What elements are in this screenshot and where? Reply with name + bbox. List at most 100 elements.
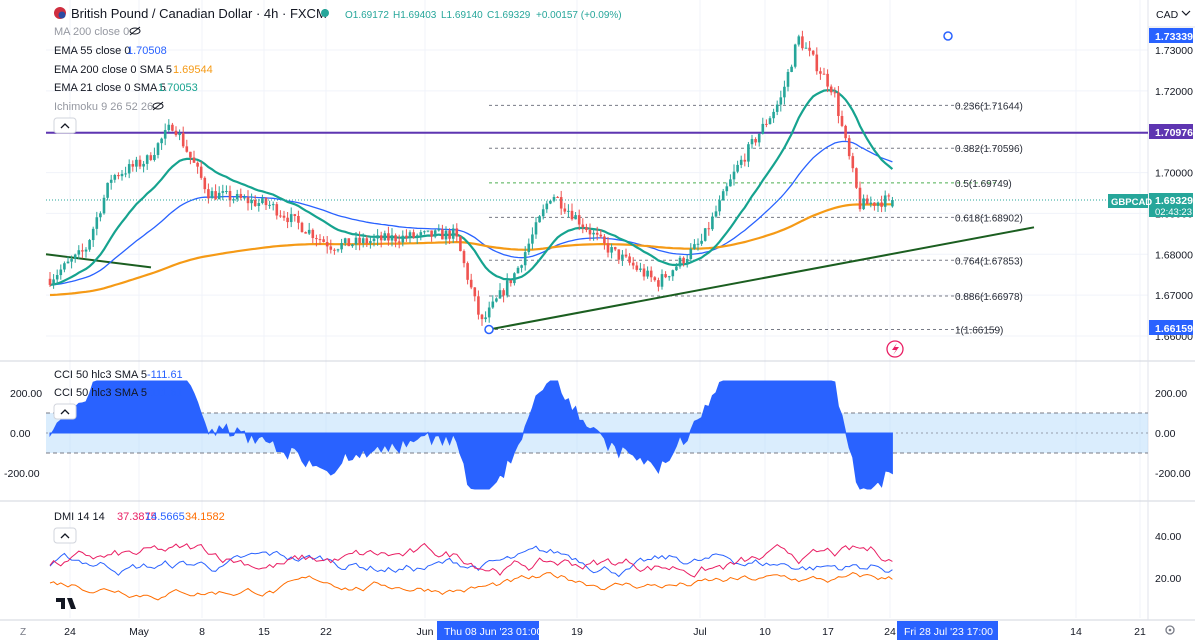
candle-body	[113, 175, 117, 180]
collapse-cci-button[interactable]	[53, 403, 77, 420]
time-tick-label: 21	[1134, 626, 1146, 638]
dmi-minus-value: 14.5665	[145, 511, 185, 523]
chevron-down-icon[interactable]	[1181, 10, 1191, 16]
candle-body	[563, 208, 567, 212]
settings-gear-icon[interactable]	[1165, 625, 1175, 635]
visibility-off-icon[interactable]	[152, 102, 164, 110]
candle-body	[268, 204, 271, 206]
candle-body	[383, 233, 387, 241]
price-axis[interactable]: CAD1.730001.720001.710001.700001.690001.…	[1108, 9, 1193, 343]
candle-body	[646, 270, 649, 277]
candle-body	[876, 202, 880, 206]
candle-body	[700, 240, 703, 244]
candle-body	[297, 216, 300, 223]
candle-body	[570, 210, 574, 220]
time-tick-label: 15	[258, 626, 270, 638]
countdown-timer: 02:43:23	[1155, 207, 1192, 218]
candle-body	[225, 190, 228, 192]
candle-body	[257, 203, 261, 206]
candle-body	[423, 231, 426, 233]
candle-body	[513, 273, 516, 284]
current-price-value: 1.69329	[1155, 195, 1193, 207]
collapse-legend-button[interactable]	[53, 117, 77, 134]
candle-body	[790, 66, 793, 72]
candle-body	[138, 159, 142, 167]
candle-body	[59, 269, 63, 276]
candle-body	[797, 36, 801, 45]
candle-body	[145, 155, 149, 164]
candle-body	[91, 228, 95, 241]
candle-body	[757, 133, 761, 143]
fib-retracement[interactable]: 0.236(1.71644) 0.382(1.70596) 0.5(1.69749)…	[489, 101, 1023, 337]
high-price-tag-text: 1.73339	[1155, 31, 1193, 43]
candle-body	[131, 164, 135, 167]
visibility-off-icon[interactable]	[129, 27, 141, 35]
candle-body	[84, 249, 88, 252]
end-date-text: Fri 28 Jul '23 17:00	[904, 626, 993, 638]
candle-body	[754, 139, 757, 143]
time-axis[interactable]: 24 May 8 15 22 Jun 19 Jul 10 17 24 14 21 Thu 08 Jun '…	[20, 621, 1175, 640]
candle-body	[73, 254, 77, 260]
falling-trendline[interactable]	[45, 253, 152, 269]
candle-body	[729, 179, 732, 187]
time-tick-label: 22	[320, 626, 332, 638]
cci-tick-right: 0.00	[1155, 428, 1176, 440]
candle-body	[549, 200, 552, 204]
candle-body	[487, 307, 491, 318]
dmi-plus-value: 37.3875	[117, 511, 157, 523]
candle-body	[135, 159, 138, 167]
ema-200-line	[49, 203, 893, 297]
trendline-anchor[interactable]	[484, 324, 494, 335]
candle-body	[538, 216, 541, 223]
collapse-dmi-button[interactable]	[53, 527, 77, 544]
candle-body	[862, 198, 865, 210]
candle-body	[156, 143, 160, 155]
candle-body	[891, 199, 894, 207]
drawing-anchor[interactable]	[943, 31, 953, 41]
candle-body	[768, 118, 772, 125]
candle-body	[293, 214, 297, 217]
candle-body	[559, 197, 563, 209]
candle-body	[883, 195, 887, 207]
zoom-icon[interactable]: Z	[20, 627, 26, 638]
rising-trendline[interactable]	[488, 226, 1035, 331]
candle-body	[837, 92, 840, 116]
candle-body	[556, 196, 559, 198]
fib-level-label: 0.886(1.66978)	[955, 292, 1023, 303]
candle-body	[300, 222, 304, 233]
candle-body	[581, 224, 585, 228]
candle-body	[401, 235, 405, 243]
time-tick-label: Jul	[693, 626, 706, 638]
candle-body	[671, 270, 675, 277]
candle-body	[459, 236, 462, 252]
price-tick-label: 1.72000	[1155, 86, 1193, 98]
dmi-tick: 40.00	[1155, 531, 1181, 543]
indicator-name: EMA 55 close 0	[54, 45, 130, 57]
candle-body	[498, 290, 502, 299]
candle-body	[509, 280, 513, 284]
candle-body	[340, 243, 343, 250]
cci-histogram	[49, 380, 893, 490]
candle-body	[775, 104, 779, 112]
ohlc-close: C1.69329	[487, 10, 531, 21]
candle-body	[480, 314, 484, 320]
candle-body	[473, 287, 477, 297]
candle-body	[826, 73, 829, 87]
candle-body	[603, 236, 606, 244]
candle-body	[203, 177, 207, 190]
candle-body	[714, 211, 718, 217]
candle-body	[102, 197, 106, 214]
candle-body	[718, 200, 721, 212]
cci-value: -111.61	[147, 369, 183, 381]
candle-body	[466, 263, 469, 280]
candle-body	[354, 237, 358, 245]
dmi-label: DMI 14 14	[54, 511, 105, 523]
candle-body	[451, 228, 455, 239]
candle-body	[685, 258, 689, 264]
candle-body	[181, 133, 185, 147]
candle-body	[315, 238, 318, 240]
symbol-title: British Pound / Canadian Dollar · 4h · F…	[71, 6, 327, 21]
